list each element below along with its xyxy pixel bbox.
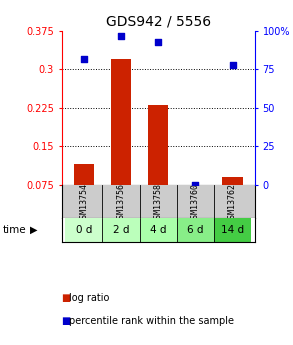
Text: GSM13754: GSM13754 xyxy=(79,183,88,223)
Text: GSM13760: GSM13760 xyxy=(191,183,200,223)
Bar xyxy=(111,59,131,185)
Point xyxy=(156,39,161,45)
Point xyxy=(230,62,235,68)
Point xyxy=(193,182,198,187)
Text: GSM13762: GSM13762 xyxy=(228,183,237,223)
Text: 2 d: 2 d xyxy=(113,225,129,235)
Text: 4 d: 4 d xyxy=(150,225,166,235)
Text: time: time xyxy=(3,225,27,235)
Bar xyxy=(148,105,168,185)
FancyBboxPatch shape xyxy=(177,218,214,241)
Bar xyxy=(74,164,94,185)
Text: ■: ■ xyxy=(62,316,74,326)
Text: log ratio: log ratio xyxy=(69,294,109,303)
Point xyxy=(81,56,86,61)
FancyBboxPatch shape xyxy=(103,218,140,241)
Bar xyxy=(222,177,243,185)
Text: percentile rank within the sample: percentile rank within the sample xyxy=(69,316,234,326)
Text: 6 d: 6 d xyxy=(187,225,204,235)
Text: 0 d: 0 d xyxy=(76,225,92,235)
Text: ■: ■ xyxy=(62,294,74,303)
Text: ▶: ▶ xyxy=(30,225,38,235)
Title: GDS942 / 5556: GDS942 / 5556 xyxy=(106,14,211,29)
Text: GSM13758: GSM13758 xyxy=(154,183,163,223)
Text: 14 d: 14 d xyxy=(221,225,244,235)
FancyBboxPatch shape xyxy=(140,218,177,241)
FancyBboxPatch shape xyxy=(65,218,103,241)
Point xyxy=(119,33,123,38)
Text: GSM13756: GSM13756 xyxy=(117,183,125,223)
FancyBboxPatch shape xyxy=(214,218,251,241)
